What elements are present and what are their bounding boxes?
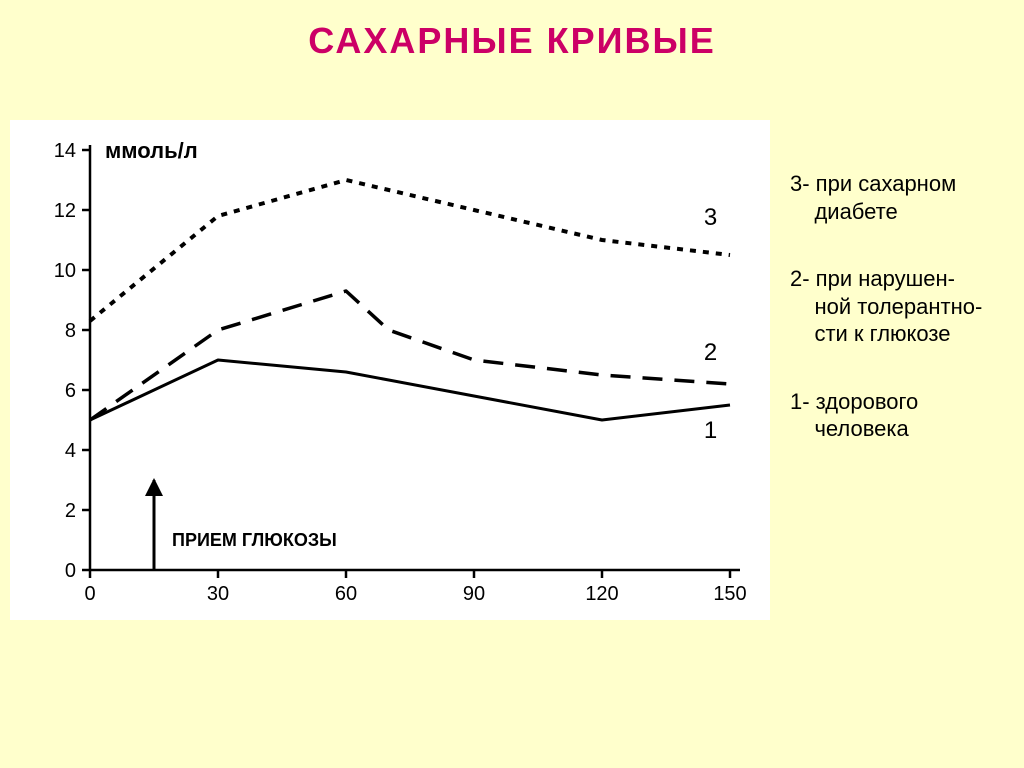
svg-text:6: 6 xyxy=(65,380,76,402)
page-title: САХАРНЫЕ КРИВЫЕ xyxy=(0,20,1024,62)
svg-text:120: 120 xyxy=(585,583,618,605)
svg-text:2: 2 xyxy=(65,500,76,522)
legend-item-3: 3- при сахарном диабете xyxy=(790,170,1010,225)
svg-text:1: 1 xyxy=(704,417,717,444)
legend-item-1: 1- здорового человека xyxy=(790,388,1010,443)
svg-text:90: 90 xyxy=(463,583,485,605)
svg-text:ммоль/л: ммоль/л xyxy=(105,138,198,163)
svg-text:60: 60 xyxy=(335,583,357,605)
chart-container: 030609012015002468101214ммоль/лПРИЕМ ГЛЮ… xyxy=(10,120,770,620)
svg-text:2: 2 xyxy=(704,339,717,366)
svg-text:12: 12 xyxy=(54,200,76,222)
slide: САХАРНЫЕ КРИВЫЕ 030609012015002468101214… xyxy=(0,0,1024,768)
svg-text:0: 0 xyxy=(65,560,76,582)
svg-text:150: 150 xyxy=(713,583,746,605)
svg-text:4: 4 xyxy=(65,440,76,462)
legend: 3- при сахарном диабете 2- при нарушен- … xyxy=(790,170,1010,483)
svg-text:0: 0 xyxy=(84,583,95,605)
svg-text:8: 8 xyxy=(65,320,76,342)
svg-text:30: 30 xyxy=(207,583,229,605)
legend-item-2: 2- при нарушен- ной толерантно- сти к гл… xyxy=(790,265,1010,348)
svg-text:10: 10 xyxy=(54,260,76,282)
svg-text:ПРИЕМ ГЛЮКОЗЫ: ПРИЕМ ГЛЮКОЗЫ xyxy=(172,530,337,550)
glucose-curves-chart: 030609012015002468101214ммоль/лПРИЕМ ГЛЮ… xyxy=(10,120,770,620)
svg-text:14: 14 xyxy=(54,140,76,162)
svg-text:3: 3 xyxy=(704,204,717,231)
